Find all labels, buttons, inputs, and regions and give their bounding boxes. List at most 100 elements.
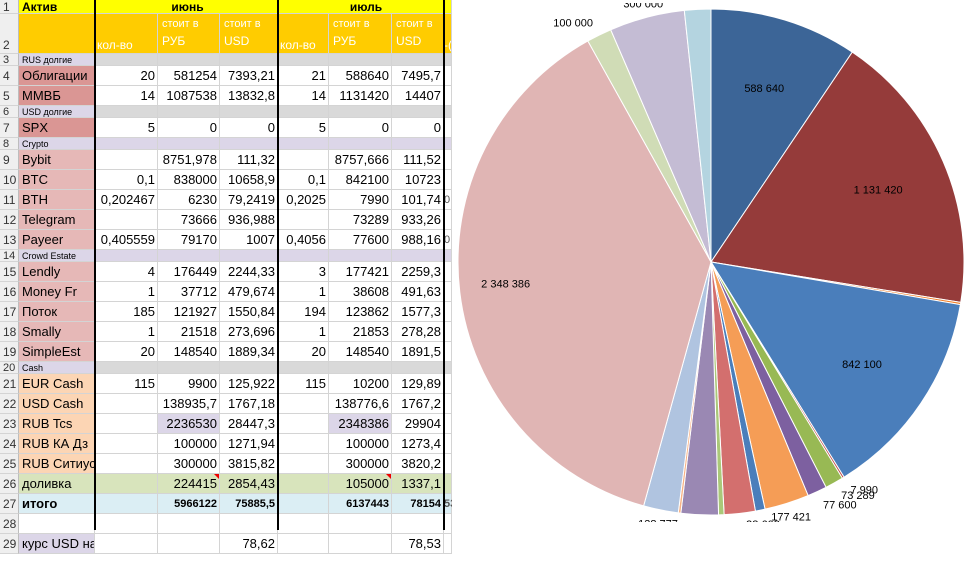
value-cell[interactable] [158,138,220,150]
value-cell[interactable]: 1007 [220,230,278,250]
value-cell[interactable]: 78,53 [392,534,444,554]
row-number[interactable]: 11 [0,190,19,210]
value-cell[interactable]: 0 [444,190,452,210]
value-cell[interactable]: 842100 [329,170,392,190]
value-cell[interactable]: 73666 [158,210,220,230]
value-cell[interactable] [444,514,452,534]
value-cell[interactable]: 73289 [329,210,392,230]
value-cell[interactable]: 1087538 [158,86,220,106]
value-cell[interactable]: 111,32 [220,150,278,170]
row-number[interactable]: 28 [0,514,19,534]
value-cell[interactable] [158,534,220,554]
value-cell[interactable]: 1550,84 [220,302,278,322]
asset-name-cell[interactable]: Telegram [19,210,95,230]
value-cell[interactable]: 13832,8 [220,86,278,106]
value-cell[interactable]: 10200 [329,374,392,394]
value-cell[interactable]: 21853 [329,322,392,342]
value-cell[interactable]: 224415 [158,474,220,494]
value-cell[interactable] [278,106,329,118]
value-cell[interactable]: 7393,21 [220,66,278,86]
value-cell[interactable]: 1577,3 [392,302,444,322]
row-number[interactable]: 9 [0,150,19,170]
value-cell[interactable]: 479,674 [220,282,278,302]
value-cell[interactable]: 148540 [158,342,220,362]
value-cell[interactable]: 7990 [329,190,392,210]
asset-name-cell[interactable]: RUB Ситиус [19,454,95,474]
value-cell[interactable]: 38608 [329,282,392,302]
row-number[interactable]: 22 [0,394,19,414]
value-cell[interactable]: 14407 [392,86,444,106]
value-cell[interactable] [95,434,158,454]
value-cell[interactable]: 5 [278,118,329,138]
asset-name-cell[interactable]: RUB КА Дз [19,434,95,454]
value-cell[interactable] [220,362,278,374]
row-number[interactable]: 24 [0,434,19,454]
value-cell[interactable]: 588640 [329,66,392,86]
row-number[interactable]: 16 [0,282,19,302]
value-cell[interactable]: 4 [95,262,158,282]
row-number[interactable]: 7 [0,118,19,138]
value-cell[interactable] [95,250,158,262]
asset-name-cell[interactable]: доливка [19,474,95,494]
value-cell[interactable]: 0,2025 [278,190,329,210]
value-cell[interactable]: 5 [95,118,158,138]
row-number[interactable]: 2 [0,14,19,54]
row-number[interactable]: 21 [0,374,19,394]
pie-slice[interactable] [457,40,712,507]
value-cell[interactable] [392,106,444,118]
value-cell[interactable] [444,118,452,138]
value-cell[interactable] [220,138,278,150]
asset-name-cell[interactable]: RUB Tcs [19,414,95,434]
asset-name-cell[interactable]: Bybit [19,150,95,170]
value-cell[interactable] [278,250,329,262]
value-cell[interactable]: 29904 [392,414,444,434]
value-cell[interactable] [278,494,329,514]
value-cell[interactable] [95,362,158,374]
asset-name-cell[interactable]: Crowd Estate [19,250,95,262]
value-cell[interactable] [444,414,452,434]
value-cell[interactable]: 121927 [158,302,220,322]
value-cell[interactable]: 2259,3 [392,262,444,282]
value-cell[interactable]: 3820,2 [392,454,444,474]
value-cell[interactable] [444,302,452,322]
value-cell[interactable]: 129,89 [392,374,444,394]
value-cell[interactable] [95,474,158,494]
value-cell[interactable] [158,54,220,66]
value-cell[interactable] [444,150,452,170]
value-cell[interactable] [444,138,452,150]
value-cell[interactable]: 1767,18 [220,394,278,414]
row-number[interactable]: 20 [0,362,19,374]
value-cell[interactable] [329,54,392,66]
value-cell[interactable] [278,150,329,170]
value-cell[interactable]: 838000 [158,170,220,190]
value-cell[interactable]: 105000 [329,474,392,494]
asset-name-cell[interactable]: USD Cash [19,394,95,414]
value-cell[interactable] [95,414,158,434]
value-cell[interactable]: 0 [444,230,452,250]
value-cell[interactable]: 78154 [392,494,444,514]
value-cell[interactable] [95,150,158,170]
asset-name-cell[interactable]: Поток [19,302,95,322]
value-cell[interactable]: 115 [278,374,329,394]
asset-name-cell[interactable]: USD долгие [19,106,95,118]
asset-name-cell[interactable]: Lendly [19,262,95,282]
value-cell[interactable]: 0,405559 [95,230,158,250]
value-cell[interactable]: 77600 [329,230,392,250]
value-cell[interactable]: 21518 [158,322,220,342]
row-number[interactable]: 4 [0,66,19,86]
value-cell[interactable] [444,54,452,66]
value-cell[interactable] [444,374,452,394]
value-cell[interactable]: 3 [278,262,329,282]
value-cell[interactable] [444,170,452,190]
value-cell[interactable]: 2348386 [329,414,392,434]
value-cell[interactable] [95,494,158,514]
value-cell[interactable]: 1767,2 [392,394,444,414]
value-cell[interactable]: 10723 [392,170,444,190]
value-cell[interactable] [444,454,452,474]
value-cell[interactable]: 0,202467 [95,190,158,210]
value-cell[interactable]: 100000 [158,434,220,454]
value-cell[interactable] [158,514,220,534]
value-cell[interactable] [278,54,329,66]
value-cell[interactable]: 1131420 [329,86,392,106]
